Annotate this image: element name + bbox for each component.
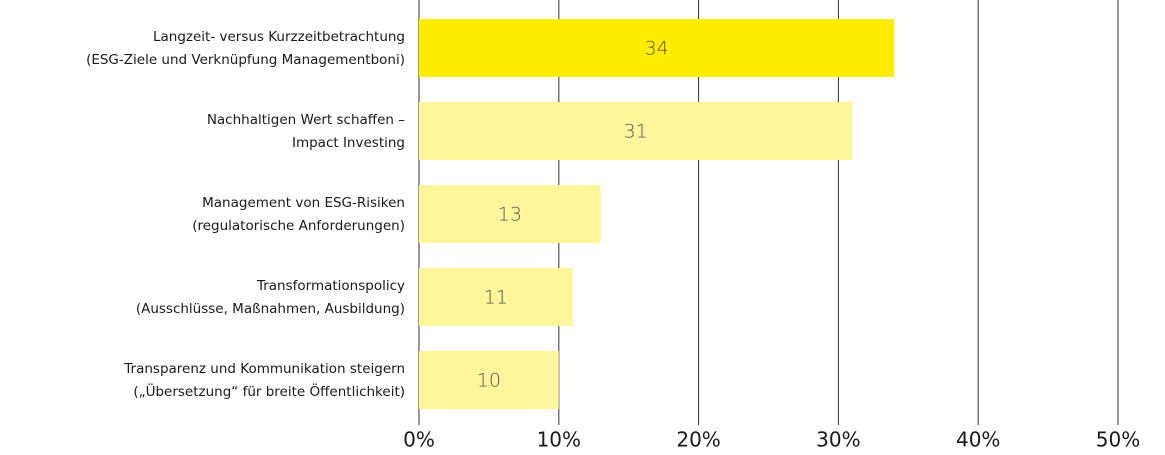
category-label: („Übersetzung“ für breite Öffentlichkeit… [133,382,405,400]
bar [419,351,559,409]
category-label: (regulatorische Anforderungen) [192,218,405,234]
x-tick-label: 10% [537,428,581,452]
value-label: 10 [477,370,501,392]
x-tick-label: 20% [676,428,720,452]
bar [419,185,601,243]
category-label: Management von ESG-Risiken [202,195,405,211]
value-label: 34 [645,38,669,60]
category-label: Impact Investing [292,135,405,151]
x-tick-label: 0% [403,428,435,452]
bar [419,19,895,77]
category-label: Langzeit- versus Kurzzeitbetrachtung [153,29,405,45]
category-label: Nachhaltigen Wert schaffen – [207,112,405,128]
category-label: Transparenz und Kommunikation steigern [123,361,405,377]
category-label: Transformationspolicy [256,278,405,294]
bar [419,268,573,326]
value-label: 31 [624,121,648,143]
x-tick-label: 40% [956,428,1000,452]
bar [419,102,853,160]
x-tick-label: 30% [816,428,860,452]
category-label: (Ausschlüsse, Maßnahmen, Ausbildung) [136,301,405,317]
x-tick-label: 50% [1096,428,1140,452]
value-label: 11 [484,287,508,309]
category-label: (ESG-Ziele und Verknüpfung Managementbon… [86,52,405,68]
value-label: 13 [498,204,522,226]
